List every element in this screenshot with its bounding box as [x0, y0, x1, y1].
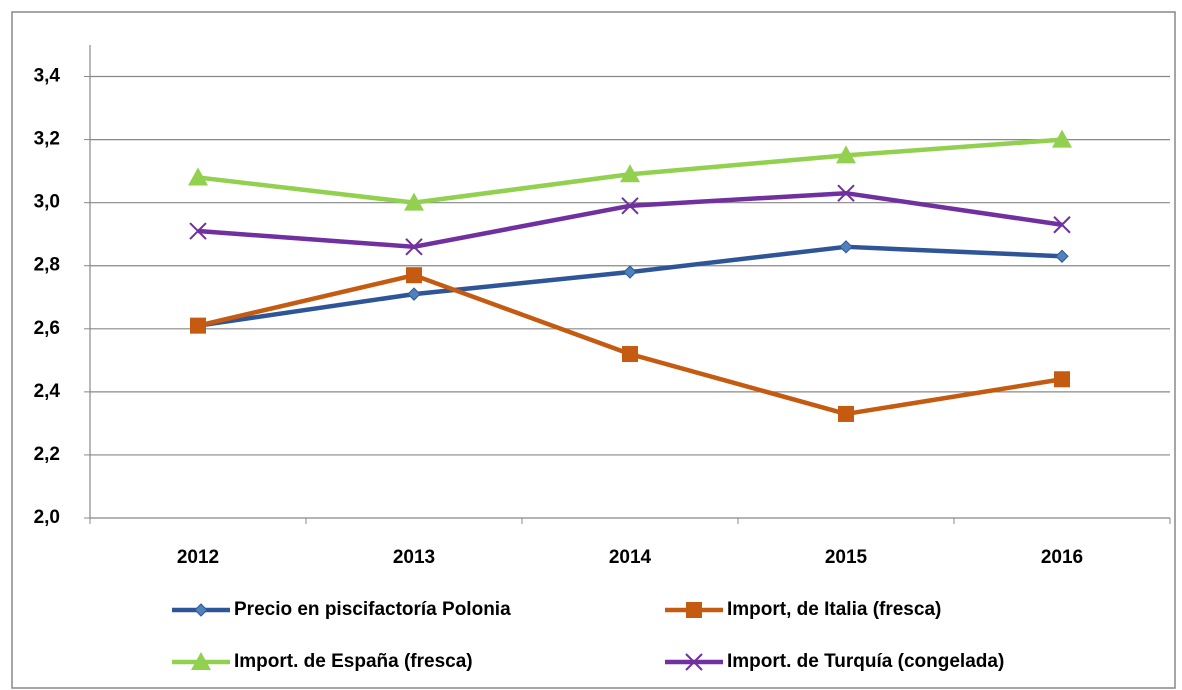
marker: [620, 164, 640, 183]
x-tick-label: 2013: [393, 547, 435, 568]
marker: [188, 167, 208, 186]
y-tick-label: 3,0: [34, 192, 60, 213]
y-tick-label: 2,0: [34, 507, 60, 528]
y-tick-label: 3,2: [34, 129, 60, 150]
marker: [190, 317, 206, 334]
x-tick-label: 2012: [177, 547, 219, 568]
legend-label: Import. de España (fresca): [234, 651, 473, 672]
marker: [622, 346, 638, 363]
marker: [836, 145, 856, 164]
marker: [404, 192, 424, 211]
marker: [686, 602, 702, 618]
marker: [839, 240, 853, 254]
chart-border: [11, 11, 1176, 689]
marker: [189, 222, 207, 240]
y-tick-label: 2,8: [34, 255, 60, 276]
marker: [1055, 249, 1069, 263]
marker: [1052, 129, 1072, 148]
legend-label: Import. de Turquía (congelada): [727, 651, 1004, 672]
y-tick-label: 2,2: [34, 444, 60, 465]
marker: [194, 603, 208, 617]
marker: [623, 265, 637, 279]
marker: [837, 184, 855, 202]
marker: [685, 653, 703, 671]
marker: [405, 238, 423, 256]
marker: [407, 287, 421, 301]
x-tick-label: 2016: [1041, 547, 1083, 568]
y-tick-label: 2,4: [34, 381, 61, 402]
marker: [1053, 216, 1071, 234]
x-tick-label: 2014: [609, 547, 652, 568]
marker: [406, 267, 422, 284]
marker: [1054, 371, 1070, 388]
y-tick-label: 2,6: [34, 318, 60, 339]
legend-label: Precio en piscifactoría Polonia: [234, 599, 511, 620]
y-tick-label: 3,4: [34, 66, 61, 87]
marker: [621, 197, 639, 215]
legend-label: Import, de Italia (fresca): [727, 599, 941, 620]
x-tick-label: 2015: [825, 547, 868, 568]
marker: [191, 652, 211, 670]
marker: [838, 405, 854, 422]
